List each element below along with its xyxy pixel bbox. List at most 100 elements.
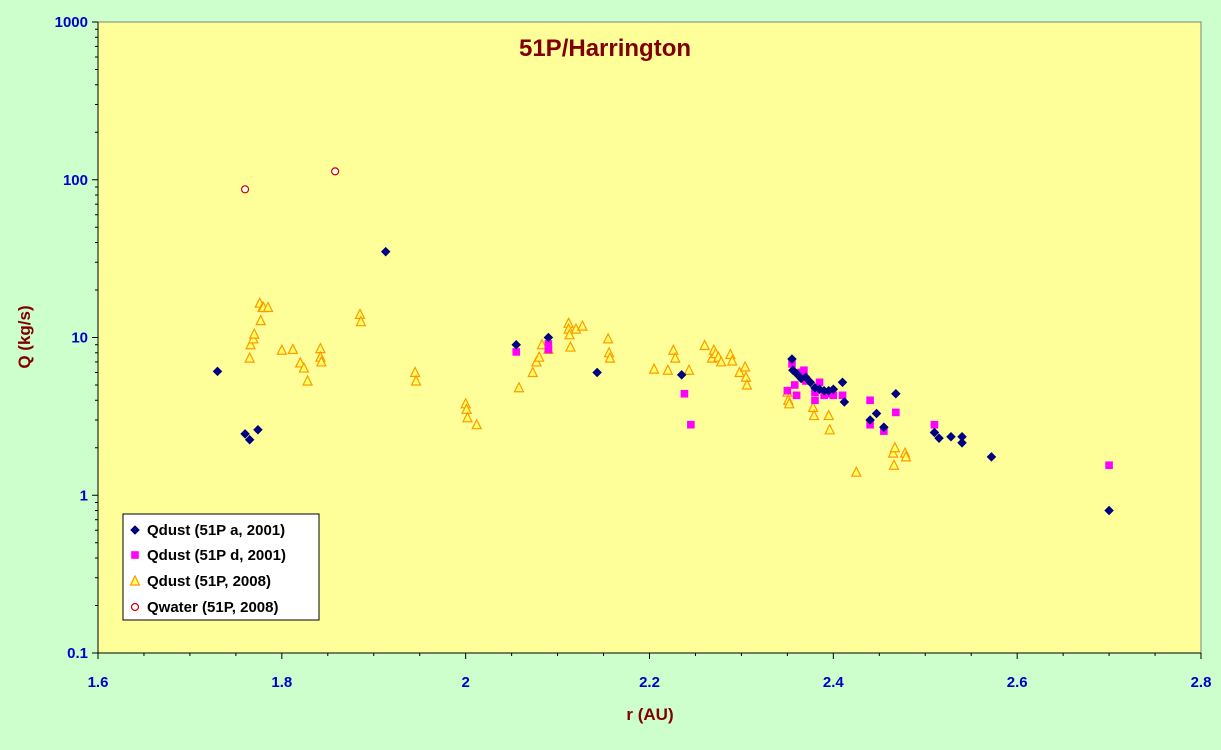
qdust-d-2001-point <box>800 366 808 375</box>
y-tick-label: 0.1 <box>67 645 88 662</box>
qdust-2008-point <box>315 355 327 367</box>
qdust-2008-point <box>471 418 483 430</box>
y-tick-label: 1000 <box>55 14 88 31</box>
x-tick-label: 1.6 <box>88 674 109 691</box>
qdust-a-2001-point <box>787 354 797 364</box>
qdust-2008-point <box>741 378 753 390</box>
qdust-a-2001-point <box>212 366 223 377</box>
qdust-2008-point <box>850 465 862 477</box>
qdust-2008-point <box>662 363 674 375</box>
qdust-d-2001-point <box>788 360 796 368</box>
qdust-a-2001-point <box>871 408 882 419</box>
y-tick-label: 10 <box>71 330 88 347</box>
legend-label-qdust-d: Qdust (51P d, 2001) <box>147 547 286 564</box>
qdust-a-2001-point <box>986 452 997 462</box>
qdust-a-2001-point <box>380 246 391 257</box>
x-tick-label: 2 <box>461 674 469 691</box>
qdust-d-2001-point <box>544 345 553 354</box>
qdust-2008-point <box>734 366 746 378</box>
qdust-a-2001-point <box>865 415 875 425</box>
qdust-2008-point <box>900 450 912 462</box>
qdust-2008-point <box>576 319 588 331</box>
qdust-2008-point <box>462 411 473 423</box>
qdust-a-2001-point <box>592 367 602 378</box>
qdust-2008-point <box>669 351 681 363</box>
qdust-2008-point <box>604 351 616 363</box>
qdust-a-2001-point <box>929 427 940 438</box>
legend-marker-qwater-2008 <box>130 602 140 612</box>
qdust-2008-point <box>276 343 288 355</box>
qdust-a-2001-point <box>946 431 956 442</box>
legend-label-qdust-2008: Qdust (51P, 2008) <box>147 573 271 590</box>
qdust-2008-point <box>648 362 660 374</box>
qdust-a-2001-point <box>800 372 811 382</box>
qdust-2008-point <box>887 446 899 458</box>
qdust-2008-point <box>824 423 836 435</box>
legend-box <box>122 513 320 621</box>
qdust-d-2001-point <box>866 396 874 405</box>
data-points <box>212 167 1114 516</box>
qdust-d-2001-point <box>783 386 792 395</box>
qdust-d-2001-point <box>512 348 521 356</box>
x-tick-label: 1.8 <box>271 674 292 691</box>
qdust-d-2001-point <box>892 408 900 417</box>
qdust-a-2001-point <box>676 370 687 380</box>
qdust-a-2001-point <box>791 368 802 379</box>
qdust-d-2001-point <box>680 389 689 398</box>
qdust-d-2001-point <box>930 420 939 429</box>
qdust-2008-point <box>564 340 576 352</box>
qdust-2008-point <box>602 332 614 344</box>
x-tick-label: 2.4 <box>823 674 845 691</box>
qdust-d-2001-point <box>811 396 819 405</box>
qdust-d-2001-point <box>792 391 801 400</box>
qdust-d-2001-point <box>687 420 695 429</box>
qdust-2008-point <box>823 409 835 421</box>
legend-marker-qdust-d <box>131 551 139 559</box>
qdust-2008-point <box>715 355 727 367</box>
qdust-2008-point <box>245 338 257 350</box>
qdust-a-2001-point <box>1104 505 1114 516</box>
x-tick-label: 2.6 <box>1007 674 1028 691</box>
y-axis-title: Q (kg/s) <box>15 305 34 368</box>
qdust-2008-point <box>808 409 820 421</box>
qdust-a-2001-point <box>253 425 263 435</box>
qdust-2008-point <box>783 397 795 409</box>
qdust-a-2001-point <box>839 397 850 407</box>
qdust-2008-point <box>262 301 274 313</box>
qdust-d-2001-point <box>829 391 838 400</box>
qdust-2008-point <box>248 327 260 339</box>
qdust-a-2001-point <box>244 434 255 445</box>
legend-markers <box>129 525 141 612</box>
legend-label-qwater-2008: Qwater (51P, 2008) <box>147 599 278 616</box>
qdust-d-2001-point <box>1105 461 1113 470</box>
qdust-2008-point <box>513 381 525 393</box>
chart-title: 51P/Harrington <box>519 35 691 62</box>
qdust-2008-point <box>355 315 367 327</box>
qdust-d-2001-point <box>838 391 847 400</box>
qdust-2008-point <box>244 351 256 363</box>
qdust-2008-point <box>888 458 900 470</box>
qdust-2008-point <box>255 314 267 326</box>
qdust-2008-point <box>302 374 314 386</box>
qdust-2008-point <box>889 441 901 453</box>
x-tick-label: 2.2 <box>639 674 660 691</box>
legend-label-qdust-a: Qdust (51P a, 2001) <box>147 522 285 539</box>
qdust-a-2001-point <box>543 332 554 343</box>
qdust-a-2001-point <box>828 384 839 394</box>
x-axis-title: r (AU) <box>626 705 673 724</box>
qdust-2008-point <box>287 343 299 355</box>
qdust-2008-point <box>726 354 738 366</box>
qdust-2008-point <box>533 350 545 362</box>
qdust-a-2001-point <box>957 438 967 448</box>
qdust-d-2001-point <box>790 381 799 389</box>
qdust-2008-point <box>667 343 679 355</box>
qdust-a-2001-point <box>240 429 250 439</box>
qdust-2008-point <box>410 374 422 386</box>
qdust-a-2001-point <box>879 422 889 432</box>
x-tick-label: 2.8 <box>1191 674 1212 691</box>
qdust-d-2001-point <box>544 340 553 348</box>
qwater-2008-point <box>240 185 250 194</box>
legend: Qdust (51P a, 2001) Qdust (51P d, 2001) … <box>122 513 320 621</box>
qdust-2008-point <box>683 363 695 375</box>
